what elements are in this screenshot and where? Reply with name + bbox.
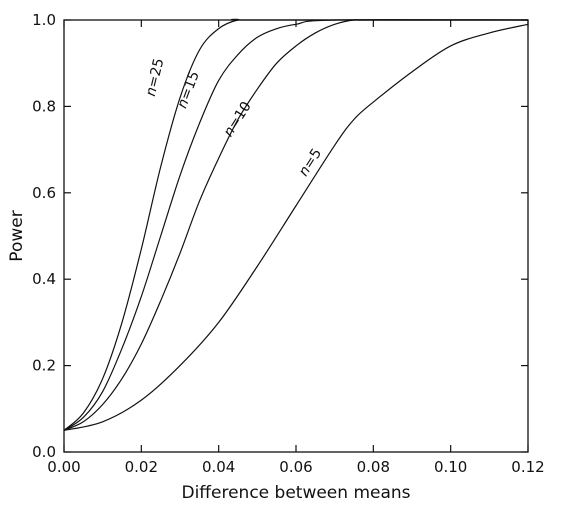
curve-n-25 [63,18,528,431]
x-tick-label: 0.04 [202,458,235,476]
y-tick-label: 0.8 [32,97,56,115]
curve-label-n-5: n=5 [296,146,325,179]
curve-labels: n=25 n=15 n=10 n=5 [143,57,325,179]
x-axis-title: Difference between means [181,483,410,503]
curves [63,18,529,431]
curve-n-15 [63,19,529,431]
curve-label-n-15: n=15 [174,69,202,111]
curve-n-10 [63,19,528,431]
x-axis: 0.00 0.02 0.04 0.06 0.08 0.10 0.12 [47,20,545,476]
y-axis: 0.0 0.2 0.4 0.6 0.8 1.0 [32,11,528,461]
y-tick-label: 0.2 [32,357,56,375]
y-tick-label: 0.6 [32,184,56,202]
curve-label-n-25: n=25 [143,57,167,98]
x-tick-label: 0.02 [125,458,158,476]
x-tick-label: 0.08 [357,458,390,476]
y-tick-label: 0.0 [32,443,56,461]
x-tick-label: 0.10 [434,458,467,476]
curve-n-5 [63,23,529,431]
y-axis-title: Power [7,210,27,261]
y-tick-label: 0.4 [32,270,56,288]
plot-frame [63,19,529,453]
y-tick-label: 1.0 [32,11,56,29]
x-tick-label: 0.00 [47,458,80,476]
x-tick-label: 0.12 [511,458,544,476]
x-tick-label: 0.06 [279,458,312,476]
curve-label-n-10: n=10 [221,99,255,140]
